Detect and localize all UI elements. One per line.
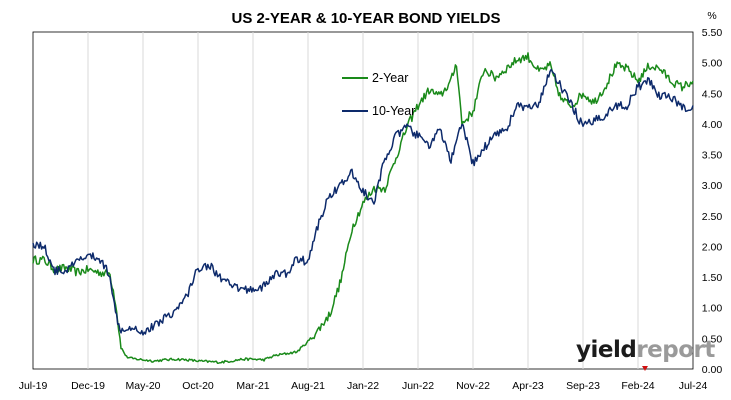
- yieldreport-logo: yieldreport: [576, 337, 716, 371]
- series-line-10-year: [32, 68, 694, 336]
- x-tick-label: Sep-23: [566, 380, 600, 392]
- y-tick-label: 4.00: [702, 119, 723, 131]
- y-tick-label: 5.00: [702, 58, 723, 70]
- logo-accent-marker: [642, 366, 648, 371]
- x-tick-label: Oct-20: [182, 380, 214, 392]
- y-tick-label: 0.50: [702, 333, 723, 345]
- logo-part-report: report: [636, 337, 715, 363]
- y-tick-label: 2.00: [702, 241, 723, 253]
- y-tick-label: 1.00: [702, 303, 723, 315]
- x-tick-label: Nov-22: [456, 380, 490, 392]
- y-axis-ticks: 0.00 0.50 1.00 1.50 2.00 2.50 3.00 3.50 4.00 4.50…: [702, 27, 723, 376]
- x-tick-label: Aug-21: [291, 380, 325, 392]
- x-axis-ticks: Jul-19 Dec-19 May-20 Oct-20 Mar-21 Aug-21 Jan-…: [19, 380, 708, 392]
- y-axis-unit-label: %: [707, 10, 716, 22]
- x-tick-label: Mar-21: [236, 380, 269, 392]
- x-tick-label: Jun-22: [402, 380, 434, 392]
- logo-text: yieldreport: [576, 337, 715, 363]
- series-lines: [32, 52, 694, 365]
- x-tick-label: Feb-24: [621, 380, 654, 392]
- y-tick-label: 4.50: [702, 88, 723, 100]
- y-tick-label: 5.50: [702, 27, 723, 39]
- legend-label-2-year: 2-Year: [372, 71, 408, 85]
- y-tick-label: 3.50: [702, 150, 723, 162]
- logo-part-yield: yield: [576, 337, 636, 363]
- x-tick-label: May-20: [125, 380, 160, 392]
- y-tick-label: 3.00: [702, 180, 723, 192]
- y-tick-label: 2.50: [702, 211, 723, 223]
- vertical-gridlines: [87, 32, 639, 369]
- x-tick-label: Apr-23: [512, 380, 544, 392]
- series-line-2-year: [32, 52, 694, 365]
- legend-label-10-year: 10-Year: [372, 104, 415, 118]
- x-tick-label: Dec-19: [71, 380, 105, 392]
- y-tick-label: 0.00: [702, 364, 723, 376]
- x-tick-label: Jul-19: [19, 380, 48, 392]
- chart-title: US 2-YEAR & 10-YEAR BOND YIELDS: [232, 10, 501, 27]
- x-tick-label: Jul-24: [679, 380, 708, 392]
- y-tick-label: 1.50: [702, 272, 723, 284]
- legend: 2-Year 10-Year: [342, 71, 415, 118]
- x-tick-label: Jan-22: [347, 380, 379, 392]
